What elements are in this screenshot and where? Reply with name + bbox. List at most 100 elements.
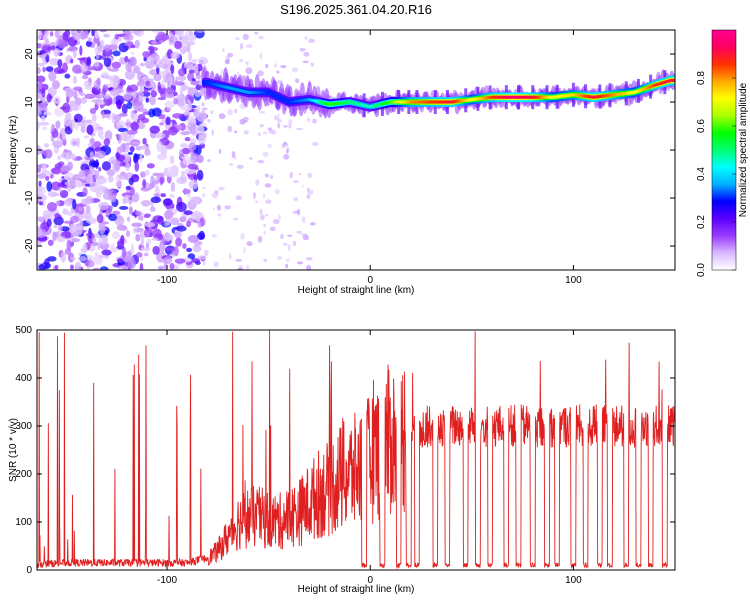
noise-blob [45,66,54,72]
noise-blob [47,191,58,198]
noise-blob [122,130,128,142]
noise-blob [301,233,309,238]
noise-blob [165,87,174,95]
noise-blob [196,111,208,123]
noise-blob [175,225,187,232]
noise-blob [74,121,79,131]
noise-blob [82,243,88,254]
noise-blob [143,214,150,219]
noise-blob [118,112,128,117]
noise-blob [70,256,77,261]
noise-blob [71,104,78,111]
noise-blob [48,70,57,82]
noise-blob [267,143,272,149]
noise-blob [183,111,189,116]
noise-blob [296,230,303,234]
noise-blob [179,149,184,158]
noise-blob [154,185,160,196]
noise-blob [285,263,289,269]
y-tick-label: 0 [24,147,35,153]
noise-blob [242,33,250,41]
noise-blob [306,117,310,123]
noise-blob [134,39,140,49]
noise-blob [86,56,92,67]
noise-blob [74,97,82,106]
noise-blob [69,223,76,234]
noise-blob [170,64,175,75]
noise-blob [277,112,280,120]
noise-blob [137,122,146,130]
noise-blob [189,138,197,144]
noise-blob [37,103,46,112]
noise-blob [135,252,143,258]
noise-blob [99,30,107,33]
noise-blob [242,116,249,123]
noise-blob [92,66,102,71]
noise-blob [186,40,196,46]
noise-blob [64,248,72,255]
noise-blob [153,72,162,82]
noise-blob [37,32,42,41]
noise-blob [233,217,238,221]
noise-blob [99,266,109,270]
noise-blob [153,172,160,177]
noise-blob [278,214,281,220]
noise-blob [165,116,171,126]
noise-blob [94,251,99,257]
noise-blob [122,34,134,41]
noise-blob [134,225,138,231]
noise-blob [100,135,104,140]
noise-blob [265,199,272,204]
noise-blob [189,196,200,204]
noise-blob [43,219,47,230]
noise-blob [277,122,281,129]
y-tick-label: 200 [15,469,32,480]
noise-blob [89,107,97,115]
noise-blob [157,265,163,270]
noise-blob [201,102,205,107]
noise-blob [151,40,157,45]
noise-blob [203,261,206,266]
noise-blob [64,172,74,178]
colorbar-tick-label: 0.4 [696,167,707,181]
noise-blob [277,255,282,260]
noise-blob [102,192,112,200]
noise-blob [75,179,82,189]
noise-blob [85,205,91,214]
noise-blob [149,125,160,134]
noise-blob [93,38,100,43]
noise-blob [59,189,69,199]
noise-blob [115,133,119,138]
y-tick-label: -20 [24,238,35,253]
y-tick-label: 300 [15,421,32,432]
noise-blob [163,256,173,265]
noise-blob [174,258,186,264]
noise-blob [183,62,188,68]
noise-blob [37,164,42,174]
y-tick-label: 20 [24,48,35,60]
noise-blob [224,205,232,210]
noise-blob [175,237,183,247]
noise-blob [37,225,41,232]
noise-blob [103,93,111,99]
noise-blob [127,151,134,155]
noise-blob [170,217,180,226]
noise-blob [98,167,102,172]
noise-blob [187,234,199,243]
noise-blob [117,240,124,248]
noise-blob [259,124,264,128]
noise-blob [270,174,273,180]
snr-frame [36,329,676,571]
noise-blob [264,173,269,178]
noise-blob [150,90,158,98]
noise-blob [76,30,82,34]
noise-blob [255,179,260,187]
noise-blob [178,36,183,41]
noise-blob [109,205,113,210]
noise-blob [101,249,112,256]
noise-blob [296,127,304,131]
noise-blob [197,221,203,228]
noise-blob [259,214,265,221]
noise-blob [293,180,299,183]
noise-blob [57,224,63,231]
